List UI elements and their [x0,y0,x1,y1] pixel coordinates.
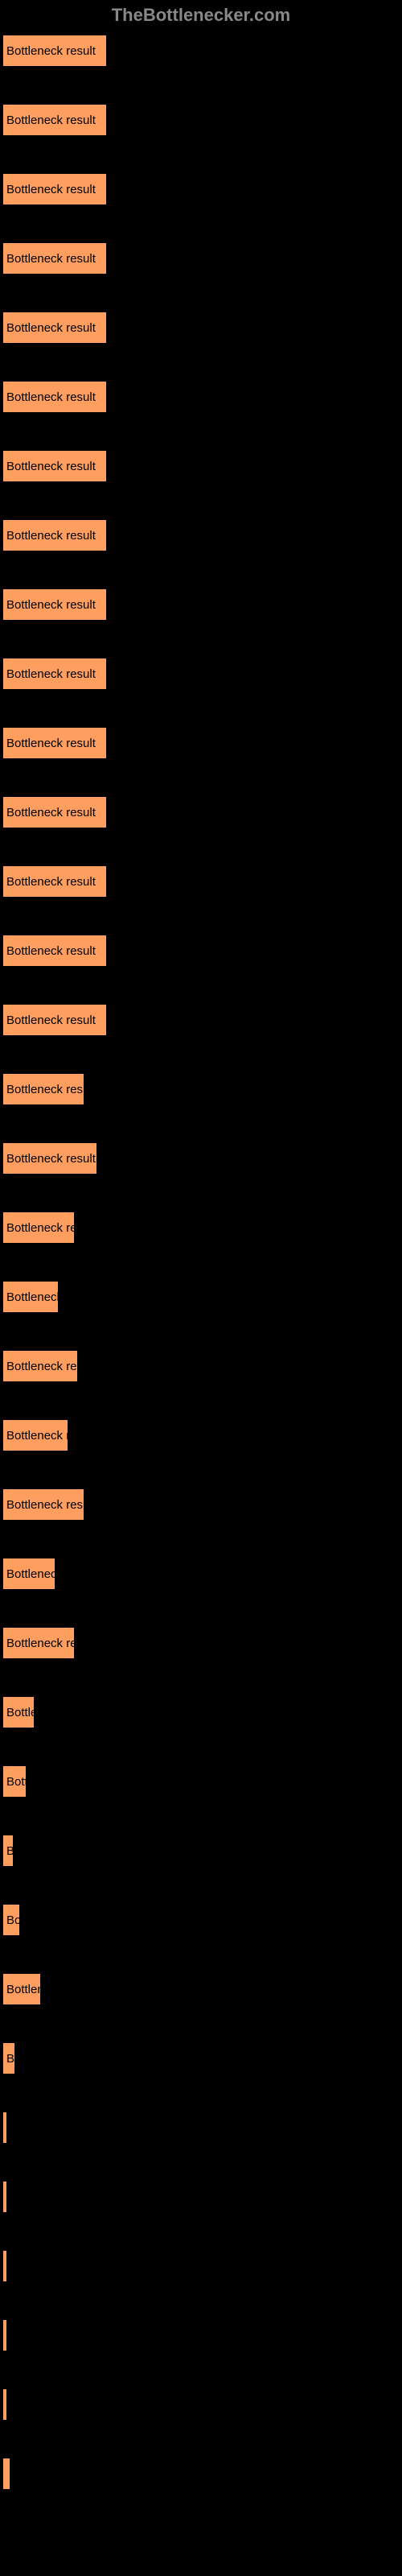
chart-bar: Bottleneck r [3,1420,68,1451]
chart-bar: Bottleneck result [3,451,106,481]
bar-row: Bottleneck result [3,866,399,897]
bar-row [3,2112,399,2143]
chart-bar: B [3,2043,14,2074]
chart-bar: Bottleneck res [3,1351,77,1381]
chart-bar: Bottleneck result [3,243,106,274]
chart-bar [3,2458,10,2489]
chart-bar [3,2182,6,2212]
bar-row: Bottleneck result [3,658,399,689]
chart-bar: Bottleneck result [3,797,106,828]
chart-bar: Bott [3,1766,26,1797]
bar-row: B [3,1835,399,1866]
chart-bar: Bottleneck result [3,174,106,204]
chart-bar: B [3,1835,13,1866]
chart-bar: Bottleneck result [3,1005,106,1035]
bar-row: Bottleneck resu [3,1074,399,1104]
bar-row: Bo [3,1905,399,1935]
bar-row: Bottleneck result [3,520,399,551]
bar-row: Bottleneck result [3,35,399,66]
chart-bar: Bottleneck result [3,312,106,343]
bar-row: Bottleneck result [3,312,399,343]
chart-bar: Bottlenec [3,1558,55,1589]
bar-row [3,2182,399,2212]
bar-row: Bottleneck result [3,589,399,620]
bar-row: Bott [3,1766,399,1797]
bar-row: Bottleneck res [3,1351,399,1381]
bar-row: Bottleneck result [3,105,399,135]
chart-bar [3,2251,6,2281]
bar-row [3,2389,399,2420]
bar-row: Bottlenec [3,1558,399,1589]
chart-bar: Bottleneck result [3,589,106,620]
chart-bar: Bottle [3,1697,34,1728]
chart-bar: Bottleneck [3,1282,58,1312]
bar-row: Bottleneck result [3,1005,399,1035]
chart-bar: Bottleneck resu [3,1074,84,1104]
bar-row: Bottleneck result [3,243,399,274]
chart-bar: Bottleneck re [3,1628,74,1658]
chart-bar: Bottleneck resu [3,1489,84,1520]
bar-row: Bottleneck re [3,1212,399,1243]
bar-row: Bottleneck result [3,797,399,828]
chart-bar: Bottleneck result [3,382,106,412]
bar-row: Bottleneck result [3,935,399,966]
bar-row: Bottleneck result [3,451,399,481]
bar-row [3,2251,399,2281]
bar-row: Bottleneck resu [3,1489,399,1520]
bar-row: B [3,2043,399,2074]
chart-bar: Bottleneck result [3,520,106,551]
bar-row [3,2320,399,2351]
chart-bar [3,2112,6,2143]
bar-row: Bottle [3,1697,399,1728]
bar-row: Bottlen [3,1974,399,2004]
chart-bar: Bottleneck result [3,658,106,689]
bar-row: Bottleneck result [3,174,399,204]
chart-bar [3,2389,6,2420]
chart-bar: Bottleneck result [3,935,106,966]
bar-row: Bottleneck result [3,382,399,412]
bar-row [3,2458,399,2489]
bar-row: Bottleneck r [3,1420,399,1451]
bar-row: Bottleneck result [3,728,399,758]
chart-bar: Bottleneck re [3,1212,74,1243]
chart-bar: Bottleneck result [3,105,106,135]
bar-row: Bottleneck result [3,1143,399,1174]
site-header: TheBottlenecker.com [0,0,402,35]
bar-row: Bottleneck re [3,1628,399,1658]
bar-chart: Bottleneck result Bottleneck result Bottle… [0,35,402,2489]
chart-bar: Bottleneck result [3,35,106,66]
chart-bar [3,2320,6,2351]
bar-row: Bottleneck [3,1282,399,1312]
chart-bar: Bottleneck result [3,1143,96,1174]
chart-bar: Bottleneck result [3,728,106,758]
chart-bar: Bottlen [3,1974,40,2004]
chart-bar: Bottleneck result [3,866,106,897]
chart-bar: Bo [3,1905,19,1935]
